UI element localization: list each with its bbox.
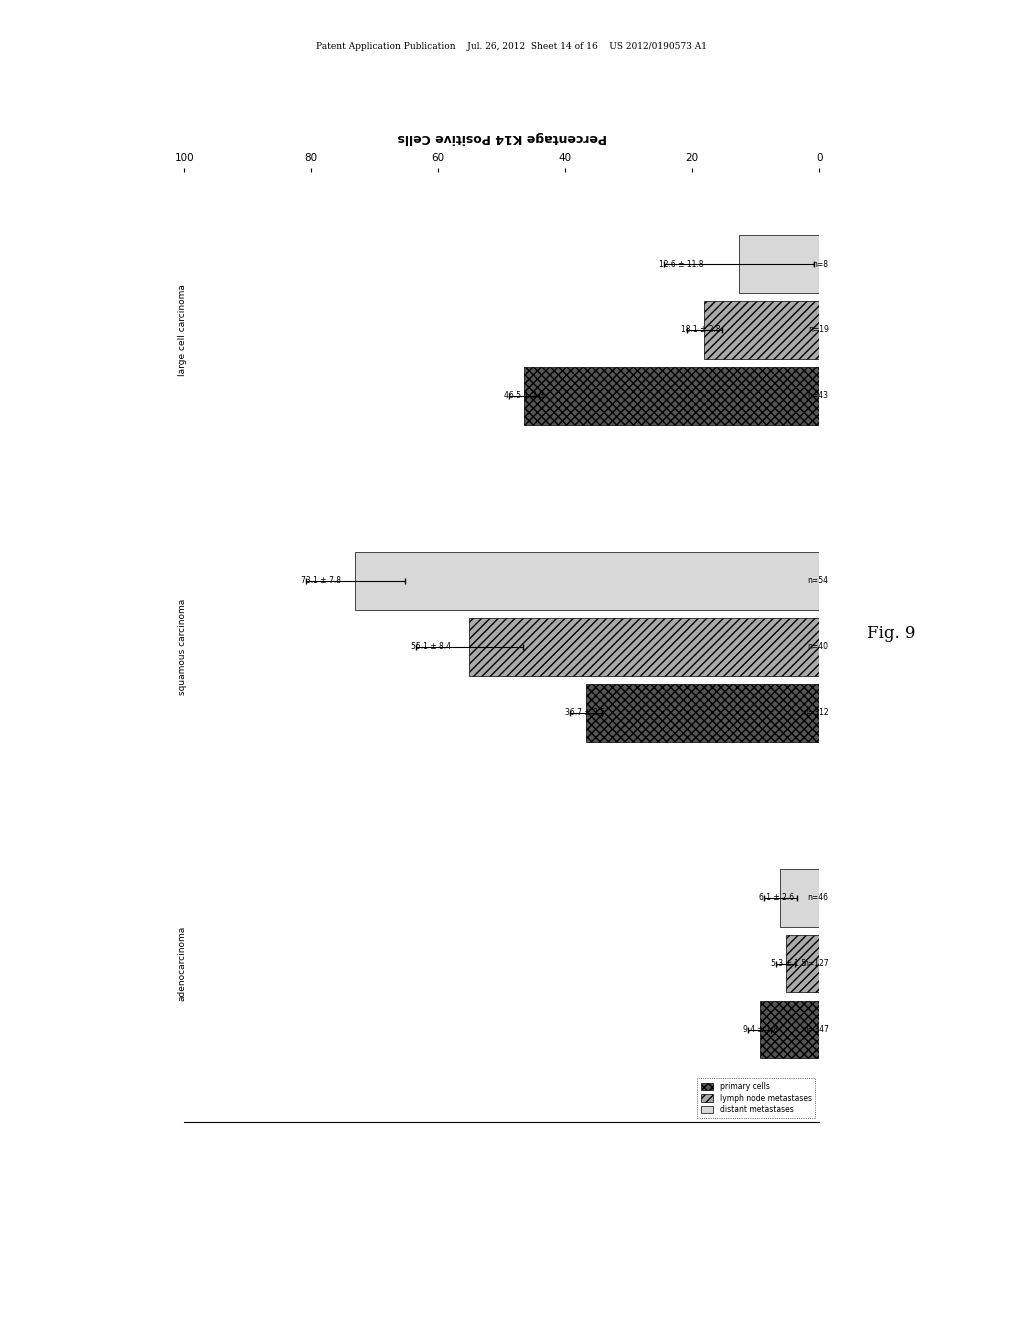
Text: 36.7 ± 2.5: 36.7 ± 2.5 — [565, 709, 605, 717]
Text: 55.1 ± 8.4: 55.1 ± 8.4 — [411, 643, 451, 651]
Bar — [760, 1001, 819, 1059]
Text: n=312: n=312 — [803, 709, 828, 717]
Text: Fig. 9: Fig. 9 — [866, 626, 915, 642]
Text: n=8: n=8 — [813, 260, 828, 268]
X-axis label: Percentage K14 Positive Cells: Percentage K14 Positive Cells — [397, 132, 606, 144]
Text: n=43: n=43 — [808, 392, 828, 400]
Bar — [705, 301, 819, 359]
Text: n=347: n=347 — [803, 1026, 828, 1034]
Text: Patent Application Publication    Jul. 26, 2012  Sheet 14 of 16    US 2012/01905: Patent Application Publication Jul. 26, … — [316, 42, 708, 51]
Bar — [739, 235, 819, 293]
Bar — [586, 684, 819, 742]
Bar — [469, 618, 819, 676]
Text: 18.1 ± 2.8: 18.1 ± 2.8 — [681, 326, 721, 334]
Legend: primary cells, lymph node metastases, distant metastases: primary cells, lymph node metastases, di… — [697, 1078, 815, 1118]
Text: n=127: n=127 — [803, 960, 828, 968]
Text: 6.1 ± 2.6: 6.1 ± 2.6 — [759, 894, 794, 902]
Text: 46.5 ± 2.3: 46.5 ± 2.3 — [504, 392, 545, 400]
Text: n=54: n=54 — [808, 577, 828, 585]
Text: 5.3 ± 1.5: 5.3 ± 1.5 — [771, 960, 806, 968]
Text: adenocarcinoma: adenocarcinoma — [178, 925, 187, 1002]
Text: 12.6 ± 11.8: 12.6 ± 11.8 — [659, 260, 703, 268]
Text: n=46: n=46 — [808, 894, 828, 902]
Text: n=19: n=19 — [808, 326, 828, 334]
Text: large cell carcinoma: large cell carcinoma — [178, 284, 187, 376]
Text: squamous carcinoma: squamous carcinoma — [178, 599, 187, 694]
Bar — [785, 935, 819, 993]
Text: n=40: n=40 — [808, 643, 828, 651]
Text: 73.1 ± 7.8: 73.1 ± 7.8 — [300, 577, 341, 585]
Text: 9.4 ± 1.8: 9.4 ± 1.8 — [743, 1026, 778, 1034]
Bar — [524, 367, 819, 425]
Bar — [355, 552, 819, 610]
Bar — [780, 869, 819, 927]
